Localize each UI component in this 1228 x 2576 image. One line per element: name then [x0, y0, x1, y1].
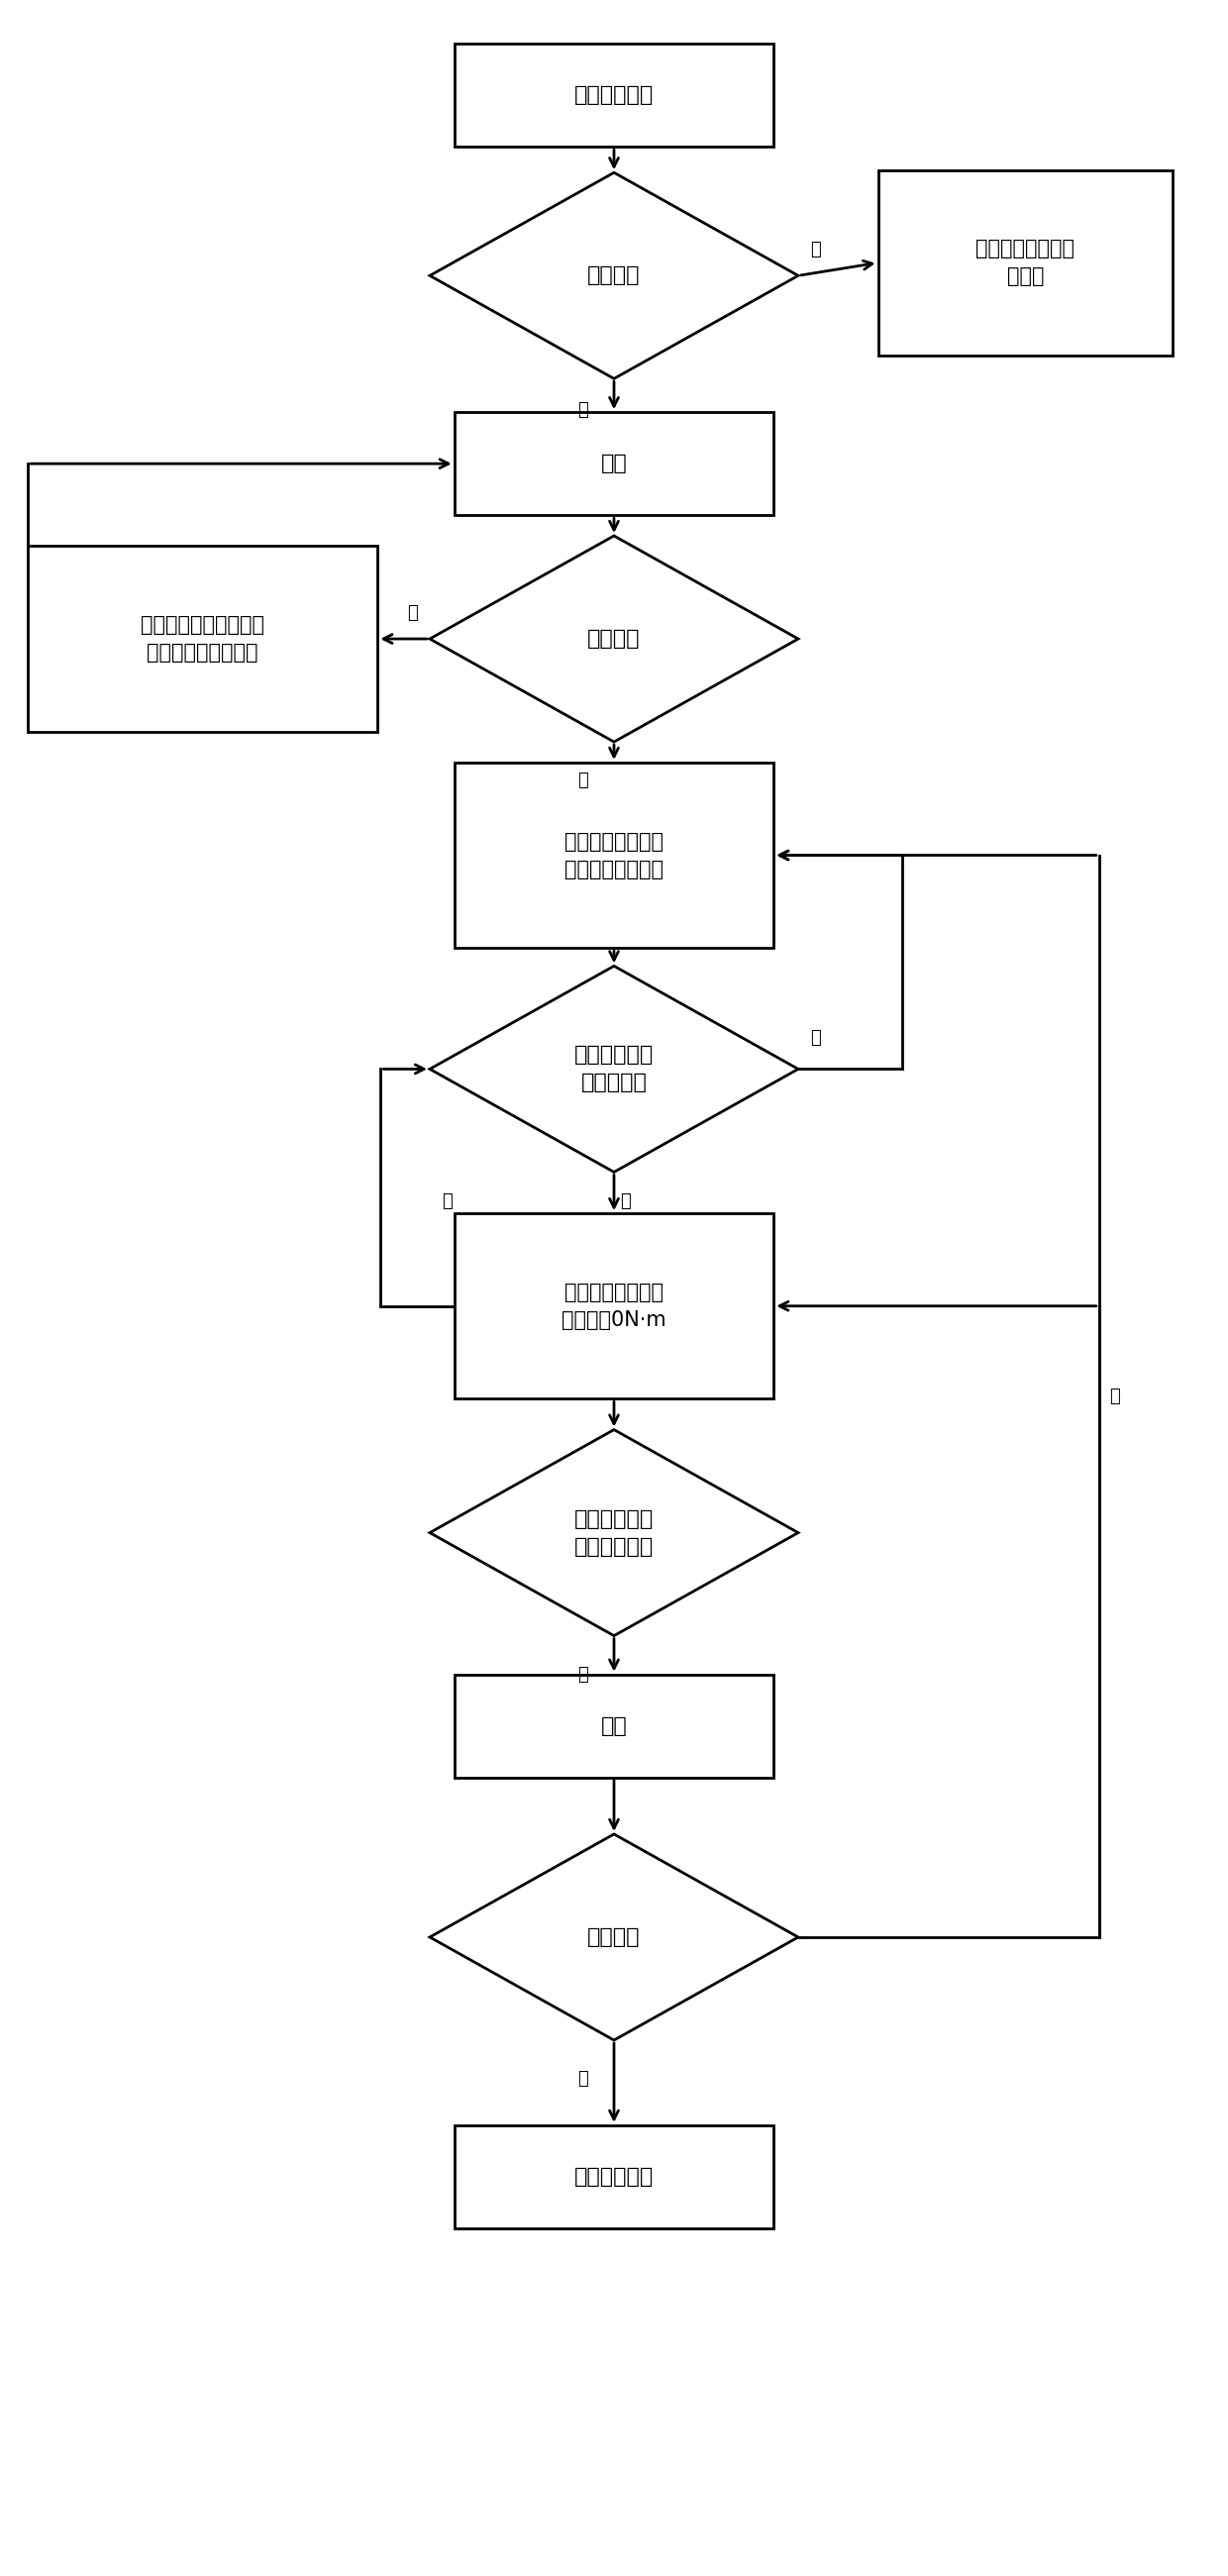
- Polygon shape: [430, 1834, 798, 2040]
- Polygon shape: [430, 1430, 798, 1636]
- Text: 是: 是: [810, 242, 822, 258]
- FancyBboxPatch shape: [454, 1213, 774, 1399]
- Text: 是: 是: [578, 2071, 588, 2087]
- Polygon shape: [430, 536, 798, 742]
- Text: 是: 是: [578, 1667, 588, 1682]
- Text: 补挂: 补挂: [600, 1716, 628, 1736]
- Text: 否: 否: [442, 1193, 453, 1211]
- Text: 动力电机转速
大于设定值: 动力电机转速 大于设定值: [575, 1046, 653, 1092]
- FancyBboxPatch shape: [454, 2125, 774, 2228]
- FancyBboxPatch shape: [28, 546, 378, 732]
- Text: 摘挡: 摘挡: [600, 453, 628, 474]
- FancyBboxPatch shape: [454, 44, 774, 147]
- Polygon shape: [430, 966, 798, 1172]
- Text: 换挡完成，退出换
挡过程: 换挡完成，退出换 挡过程: [976, 240, 1074, 286]
- Text: 是: 是: [578, 773, 588, 788]
- Text: 退出换挡过程: 退出换挡过程: [575, 2166, 653, 2187]
- Text: 换挡成功: 换挡成功: [587, 265, 641, 286]
- FancyBboxPatch shape: [454, 412, 774, 515]
- Text: 是: 是: [810, 1030, 822, 1046]
- Text: 动力电机转速
小于一设定值: 动力电机转速 小于一设定值: [575, 1510, 653, 1556]
- Text: 否: 否: [578, 402, 588, 417]
- Polygon shape: [430, 173, 798, 379]
- FancyBboxPatch shape: [454, 762, 774, 948]
- FancyBboxPatch shape: [878, 170, 1173, 355]
- Text: 停止摘挡，向动力
电机发送扭矩请求: 停止摘挡，向动力 电机发送扭矩请求: [565, 832, 663, 878]
- Text: 否: 否: [1109, 1388, 1120, 1404]
- Text: 结束本次摘挡动作，等
待摘挡重置阀值时间: 结束本次摘挡动作，等 待摘挡重置阀值时间: [141, 616, 264, 662]
- Text: 摘挡完成: 摘挡完成: [587, 629, 641, 649]
- FancyBboxPatch shape: [454, 1674, 774, 1777]
- Text: 静态换挡开始: 静态换挡开始: [575, 85, 653, 106]
- Text: 向动力电机发送请
求扭矩值0N·m: 向动力电机发送请 求扭矩值0N·m: [561, 1283, 667, 1329]
- Text: 否: 否: [406, 605, 418, 621]
- Text: 补挂成功: 补挂成功: [587, 1927, 641, 1947]
- Text: 是: 是: [620, 1193, 631, 1211]
